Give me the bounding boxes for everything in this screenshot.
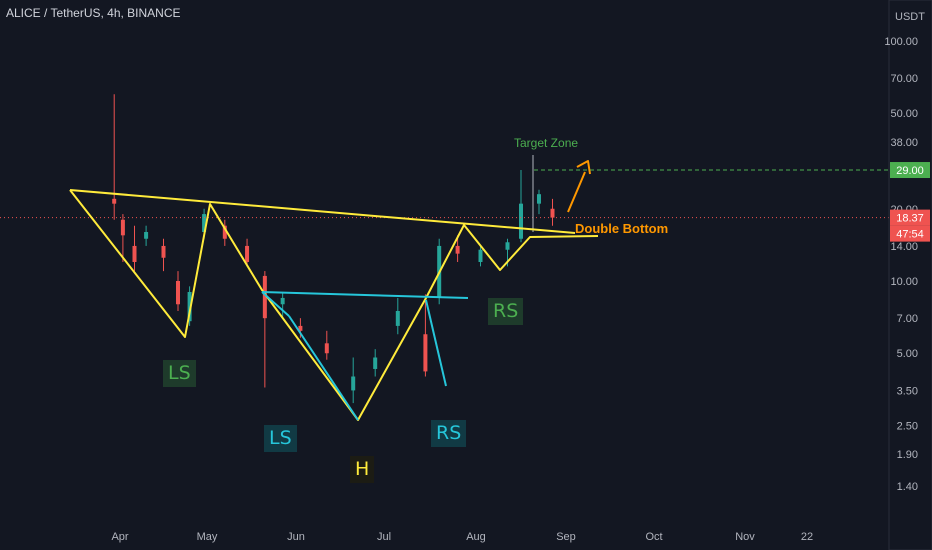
time-tick-label: Oct [645,531,662,543]
time-axis-labels: Apr May Jun Jul Aug Sep Oct Nov 22 [111,531,813,543]
candle-body [455,245,460,254]
time-tick-label: Aug [466,531,486,543]
price-tick-label: 1.90 [897,449,918,461]
candle-body [112,198,117,204]
candle-body [478,249,483,262]
candle-body [519,203,523,239]
price-tick-label: 38.00 [890,137,918,149]
time-tick-label: Apr [111,531,128,543]
candle-body [262,275,267,319]
axis-panel [888,0,932,550]
candle-body [202,214,207,233]
time-tick-label: 22 [801,531,813,543]
candles [112,94,555,404]
large-inverse-head-shoulders [69,189,599,421]
price-tick-label: 10.00 [890,276,918,288]
time-tick-label: Sep [556,531,576,543]
small-head-leg [288,315,359,421]
time-tick-label: Nov [735,531,755,543]
right-shoulder-large-label: RS [488,298,524,325]
pattern-drawings [0,155,889,421]
neckline-small [261,291,469,299]
candle-body [187,291,192,322]
price-tick-label: 14.00 [890,241,918,253]
candle-body [537,194,541,204]
price-tick-label: 1.40 [897,481,918,493]
candle-body [161,245,166,258]
target-arrow-head [576,160,591,175]
price-tick-label: 50.00 [890,108,918,120]
price-tick-label: 7.00 [897,313,918,325]
small-rs-leg [425,299,447,387]
price-tick-label: 3.50 [897,385,918,397]
current-price-badge-box [890,209,930,226]
symbol-title: ALICE / TetherUS, 4h, BINANCE [6,6,181,20]
candle-body [176,281,180,305]
price-axis-labels: 1.401.902.503.505.007.0010.0014.0020.003… [884,11,925,493]
price-tick-label: 2.50 [897,420,918,432]
candle-body [395,310,400,326]
candle-body [505,242,510,250]
target-price-badge: 29.00 [896,165,924,177]
candle-body [222,225,227,239]
candle-body [120,219,125,236]
candle-body [280,297,285,305]
candle-body [373,357,378,369]
double-bottom-label: Double Bottom [575,221,669,236]
price-badges: 29.00 18.37 47:54 [890,162,930,242]
right-shoulder-small-label: RS [431,420,467,447]
left-shoulder-large-label: LS [163,360,196,387]
currency-label: USDT [895,11,925,23]
price-tick-label: 5.00 [897,348,918,360]
candle-body [132,245,137,262]
left-shoulder-small-label: LS [264,425,297,452]
time-tick-label: Jun [287,531,305,543]
candle-body [550,208,555,218]
countdown-badge-box [890,225,930,242]
head-label: H [350,456,375,483]
time-tick-label: May [197,531,218,543]
time-tick-label: Jul [377,531,391,543]
candle-body [144,232,149,239]
price-axis [888,0,932,550]
candle-body [324,343,329,354]
price-tick-label: 70.00 [890,73,918,85]
candle-body [245,245,250,262]
neckline-large [69,189,576,234]
small-ls-leg [261,291,290,317]
countdown-badge: 47:54 [896,229,924,241]
candle-body [423,334,428,372]
candle-body [351,376,356,391]
target-zone-label: Target Zone [514,136,579,150]
current-price-badge: 18.37 [896,213,924,225]
candle-body [298,325,303,331]
price-tick-label: 100.00 [884,36,918,48]
target-price-badge-box [890,162,930,179]
target-arrow-shaft [567,171,586,213]
